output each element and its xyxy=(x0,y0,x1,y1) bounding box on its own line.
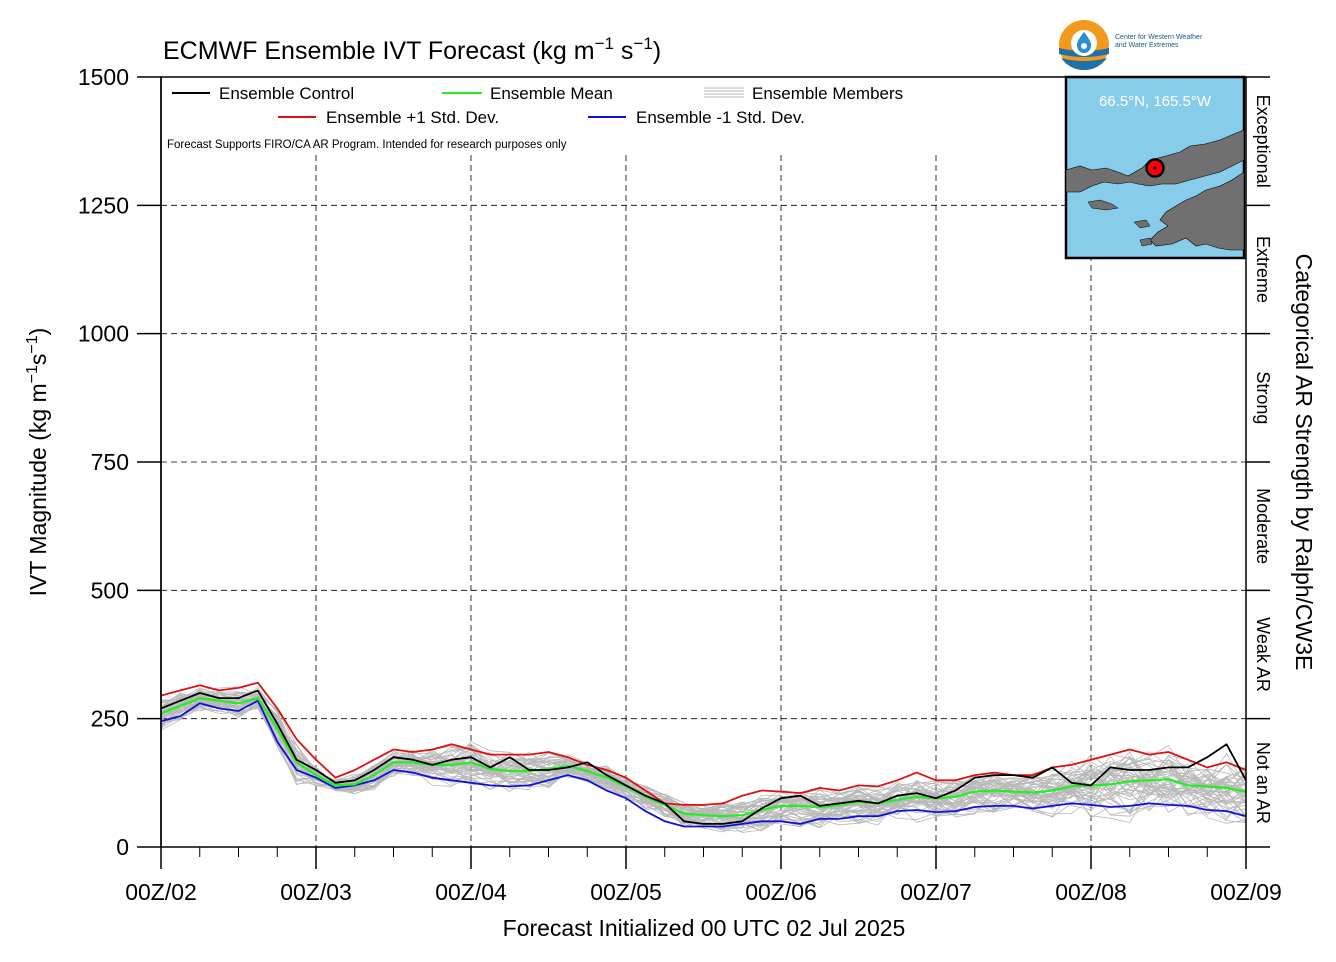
legend: Ensemble Control Ensemble Mean Ensemble … xyxy=(167,84,903,151)
x-axis-label: Forecast Initialized 00 UTC 02 Jul 2025 xyxy=(503,915,906,941)
category-label: Weak AR xyxy=(1253,617,1273,692)
legend-label-plus-std: Ensemble +1 Std. Dev. xyxy=(326,108,499,127)
control-line xyxy=(160,689,1247,825)
legend-label-members: Ensemble Members xyxy=(752,84,903,103)
legend-swatch-members xyxy=(704,87,744,98)
ensemble-member-line xyxy=(160,695,1247,812)
y-axis-label: IVT Magnitude (kg m−1s−1) xyxy=(24,328,51,597)
x-tick-label: 00Z/07 xyxy=(900,879,972,905)
inset-land-south xyxy=(1149,171,1245,251)
x-tick-label: 00Z/08 xyxy=(1055,879,1127,905)
legend-label-minus-std: Ensemble -1 Std. Dev. xyxy=(636,108,805,127)
y-tick-label: 1500 xyxy=(78,64,129,90)
logo-line-2: and Water Extremes xyxy=(1115,42,1179,49)
inset-island-2 xyxy=(1133,219,1151,229)
ensemble-member-line xyxy=(160,691,1247,820)
legend-label-mean: Ensemble Mean xyxy=(490,84,613,103)
category-axis: Not an AR Weak AR Moderate Strong Extreme Exc… xyxy=(1246,76,1273,848)
legend-label-control: Ensemble Control xyxy=(219,84,354,103)
ensemble-member-line xyxy=(160,690,1247,810)
research-note: Forecast Supports FIRO/CA AR Program. In… xyxy=(167,139,567,151)
ensemble-member-line xyxy=(160,701,1247,832)
x-axis: 00Z/02 00Z/03 00Z/04 00Z/05 00Z/06 00Z/07 00Z/… xyxy=(125,847,1282,905)
x-tick-label: 00Z/09 xyxy=(1210,879,1282,905)
grid-lines xyxy=(161,155,1246,847)
minus-std-line xyxy=(160,699,1247,828)
cw3e-logo-icon xyxy=(1059,20,1109,70)
location-marker-dot xyxy=(1153,166,1157,170)
ensemble-member-line xyxy=(160,691,1247,821)
category-axis-label: Categorical AR Strength by Ralph/CW3E xyxy=(1291,254,1317,671)
ensemble-member-line xyxy=(160,691,1247,817)
category-label: Not an AR xyxy=(1253,742,1273,824)
logo-line-1: Center for Western Weather xyxy=(1115,34,1203,41)
inset-island-3 xyxy=(1139,237,1153,247)
y-tick-label: 750 xyxy=(91,449,129,475)
x-tick-label: 00Z/04 xyxy=(435,879,507,905)
x-tick-label: 00Z/06 xyxy=(745,879,817,905)
category-label: Moderate xyxy=(1253,488,1273,564)
ensemble-member-line xyxy=(160,692,1247,818)
category-label: Strong xyxy=(1253,371,1273,424)
cw3e-logo xyxy=(1058,18,1258,74)
chart-title: ECMWF Ensemble IVT Forecast (kg m−1 s−1) xyxy=(163,34,661,65)
y-tick-label: 1250 xyxy=(78,192,129,218)
series-lines xyxy=(160,681,1247,828)
mean-line xyxy=(160,696,1247,818)
y-tick-label: 250 xyxy=(91,706,129,732)
x-tick-label: 00Z/02 xyxy=(125,879,197,905)
category-label: Extreme xyxy=(1253,236,1273,303)
inset-island-1 xyxy=(1087,199,1119,211)
inset-map: 66.5°N, 165.5°W xyxy=(1064,75,1246,260)
y-tick-label: 500 xyxy=(91,577,129,603)
x-tick-label: 00Z/03 xyxy=(280,879,352,905)
category-label: Exceptional xyxy=(1253,95,1273,188)
ensemble-member-line xyxy=(160,696,1247,829)
plus-std-line xyxy=(160,681,1247,806)
x-tick-label: 00Z/05 xyxy=(590,879,662,905)
y-tick-label: 0 xyxy=(116,834,129,860)
inset-location-label: 66.5°N, 165.5°W xyxy=(1099,93,1212,110)
cw3e-logo-text: Center for Western Weather and Water Ext… xyxy=(1115,34,1245,50)
ensemble-members xyxy=(160,686,1247,833)
y-axis: 0 250 500 750 1000 1250 1500 xyxy=(78,64,162,860)
y-tick-label: 1000 xyxy=(78,321,129,347)
